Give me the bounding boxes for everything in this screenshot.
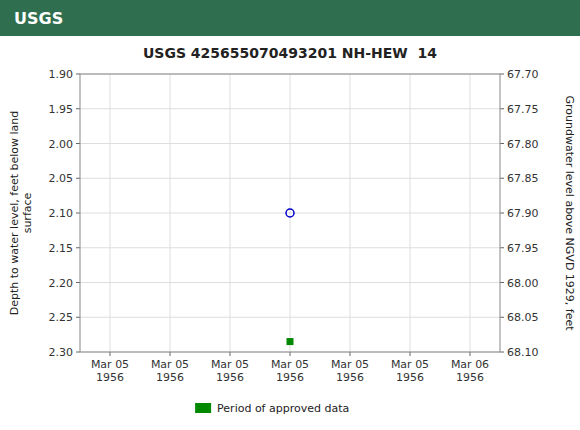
plot-area <box>80 74 500 352</box>
grid-line <box>230 74 231 352</box>
tick <box>500 178 504 179</box>
tick <box>110 352 111 356</box>
tick <box>230 352 231 356</box>
tick-label: 1.95 <box>49 103 74 116</box>
tick-label: Mar 051956 <box>91 358 129 384</box>
tick <box>500 74 504 75</box>
tick-label: 67.75 <box>507 103 539 116</box>
chart: USGSUSGS 425655070493201 NH-HEW 141.901.… <box>0 0 580 430</box>
tick-label: 67.85 <box>507 172 539 185</box>
tick <box>170 352 171 356</box>
grid-line <box>290 74 291 352</box>
tick-label: 67.70 <box>507 68 539 81</box>
grid-line <box>350 74 351 352</box>
axis-label: Groundwater level above NGVD 1929, feet <box>563 95 576 331</box>
tick <box>76 317 80 318</box>
legend-label: Period of approved data <box>217 402 349 415</box>
point <box>287 338 294 345</box>
tick-label: 68.05 <box>507 311 539 324</box>
grid <box>80 74 500 352</box>
tick-label: 67.95 <box>507 242 539 255</box>
tick-label: Mar 051956 <box>391 358 429 384</box>
legend-swatch <box>195 403 211 413</box>
tick <box>350 352 351 356</box>
tick <box>290 352 291 356</box>
tick <box>410 352 411 356</box>
tick <box>500 352 504 353</box>
axis-label: Depth to water level, feet below landsur… <box>8 111 34 316</box>
tick <box>76 178 80 179</box>
tick-label: Mar 051956 <box>271 358 309 384</box>
tick <box>76 213 80 214</box>
tick <box>76 74 80 75</box>
tick <box>500 108 504 109</box>
tick <box>76 108 80 109</box>
header-band <box>0 0 580 36</box>
tick-label: Mar 051956 <box>151 358 189 384</box>
frame <box>80 74 500 352</box>
tick-label: 2.10 <box>49 207 74 220</box>
title: USGS 425655070493201 NH-HEW 14 <box>143 45 437 61</box>
tick-label: 2.00 <box>49 138 74 151</box>
tick <box>500 317 504 318</box>
tick <box>500 143 504 144</box>
tick <box>76 143 80 144</box>
tick <box>500 213 504 214</box>
tick-label: Mar 061956 <box>451 358 489 384</box>
grid-line <box>410 74 411 352</box>
tick-label: 68.00 <box>507 277 539 290</box>
tick-label: Mar 051956 <box>211 358 249 384</box>
legend: Period of approved data <box>195 402 349 415</box>
header-text: USGS <box>14 9 63 28</box>
tick-label: 2.30 <box>49 346 74 359</box>
tick-label: 2.25 <box>49 311 74 324</box>
tick-label: 2.05 <box>49 172 74 185</box>
tick <box>76 282 80 283</box>
marks <box>286 209 294 345</box>
tick <box>76 247 80 248</box>
point <box>286 209 294 217</box>
tick-label: 1.90 <box>49 68 74 81</box>
tick <box>470 352 471 356</box>
tick-label: 68.10 <box>507 346 539 359</box>
tick-label: Mar 051956 <box>331 358 369 384</box>
grid-line <box>170 74 171 352</box>
tick <box>500 247 504 248</box>
grid-line <box>470 74 471 352</box>
tick-label: 2.20 <box>49 277 74 290</box>
axes: 1.90 1.95 2.00 2.05 2.10 2.15 2.20 2.25 2.30 67.7… <box>49 68 539 384</box>
tick <box>76 352 80 353</box>
tick-label: 2.15 <box>49 242 74 255</box>
grid-line <box>110 74 111 352</box>
tick-label: 67.80 <box>507 138 539 151</box>
tick <box>500 282 504 283</box>
tick-label: 67.90 <box>507 207 539 220</box>
